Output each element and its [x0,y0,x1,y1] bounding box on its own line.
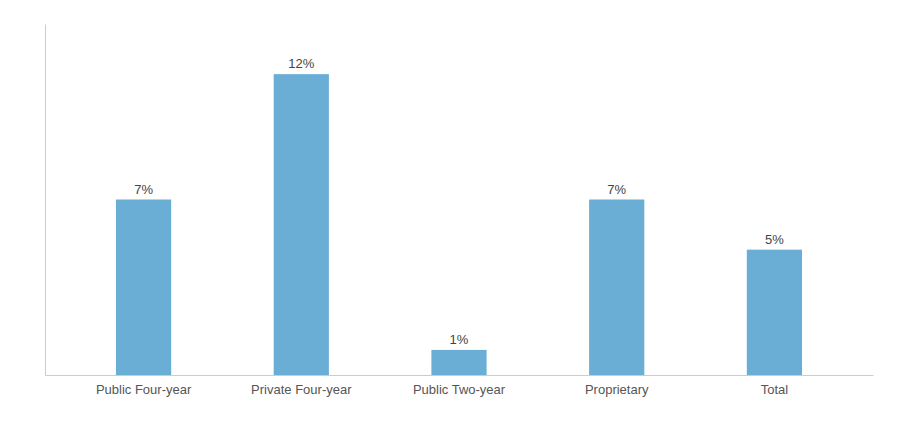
bar [431,350,486,375]
x-tick-label: Total [761,382,789,397]
data-labels: 7% 12% 1% 7% 5% [134,56,784,347]
x-tick: Public Two-year [413,382,506,397]
plot: Public Four-year Private Four-year Public … [46,25,874,398]
y-axis-line [45,25,46,376]
y-axis [45,25,46,376]
data-label: 12% [288,56,314,71]
x-tick: Proprietary [585,382,649,397]
chart-svg: Public Four-year Private Four-year Public … [0,0,900,425]
x-tick: Public Four-year [96,382,192,397]
data-label: 7% [607,182,626,197]
x-tick-label: Public Four-year [96,382,192,397]
x-tick-label: Public Two-year [413,382,506,397]
x-tick: Private Four-year [251,382,352,397]
data-label: 5% [765,232,784,247]
x-tick-label: Proprietary [585,382,649,397]
x-tick: Total [761,382,789,397]
bar [589,200,644,376]
x-axis: Public Four-year Private Four-year Public … [46,376,874,398]
bars [116,74,802,375]
data-label: 1% [450,332,469,347]
bar [274,74,329,375]
bar [116,200,171,376]
x-tick-label: Private Four-year [251,382,352,397]
data-label: 7% [134,182,153,197]
bar [747,250,802,375]
x-axis-line [46,375,874,376]
